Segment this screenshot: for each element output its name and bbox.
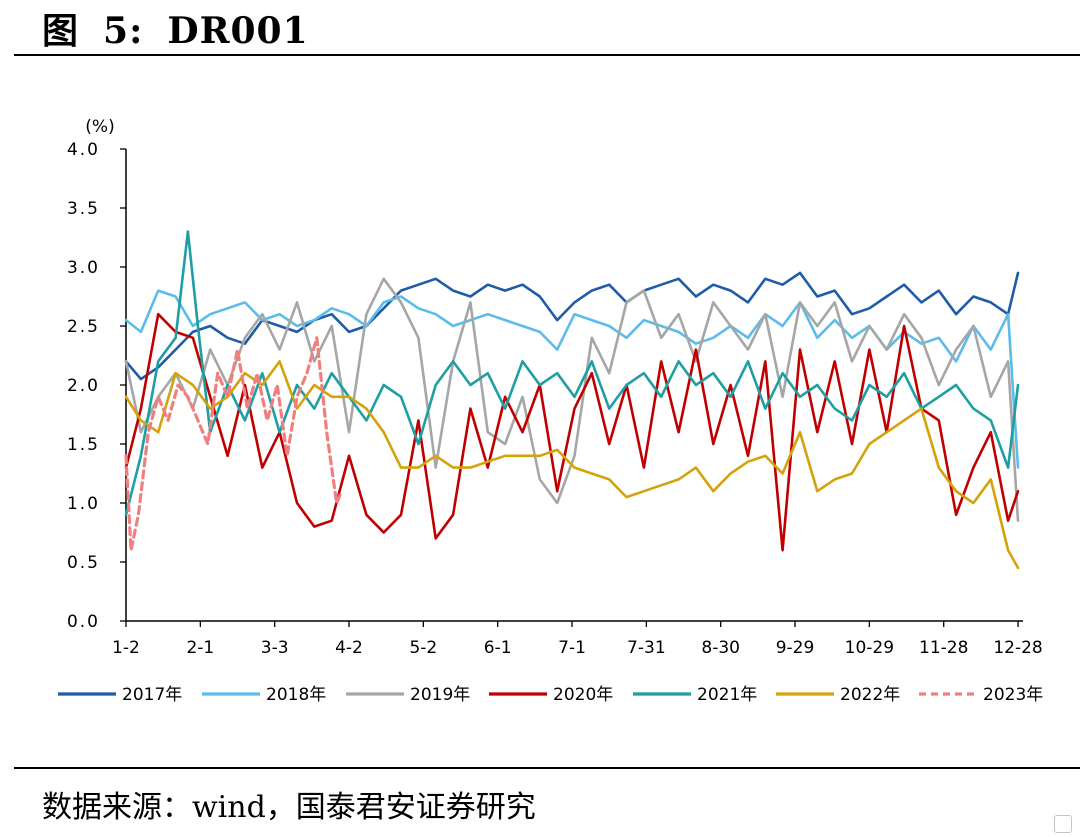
x-tick-label: 1-2	[112, 638, 140, 658]
y-axis-unit: (%)	[85, 117, 114, 137]
watermark	[1054, 815, 1072, 833]
data-source: 数据来源：wind，国泰君安证券研究	[42, 790, 536, 825]
figure-number: 5:	[103, 10, 144, 52]
x-tick-label: 4-2	[335, 638, 363, 658]
series-line-3	[124, 312, 1020, 552]
x-tick-label: 12-28	[993, 638, 1042, 658]
legend-label-2: 2019年	[410, 685, 470, 705]
figure-label: 图	[42, 10, 80, 52]
x-tick-label: 11-28	[919, 638, 968, 658]
y-tick-label: 3.5	[67, 199, 100, 219]
y-tick-label: 1.5	[67, 435, 100, 455]
y-tick-label: 0.5	[67, 553, 100, 573]
y-tick-label: 0.0	[67, 612, 100, 632]
legend-label-6: 2023年	[983, 685, 1043, 705]
x-tick-label: 3-3	[261, 638, 289, 658]
x-tick-label: 8-30	[701, 638, 740, 658]
figure-title: 图 5: DR001	[42, 2, 309, 54]
legend-label-1: 2018年	[266, 685, 326, 705]
line-chart: (%) 0.0 0.5 1.0 1.5 2.0 2.5 3.0 3.5 4.0 1-2 2-1 3-3 4…	[58, 117, 1043, 705]
chart-legend: 2017年 2018年 2019年 2020年 2021年 2022年 2023年	[58, 685, 1043, 705]
x-tick-label: 5-2	[409, 638, 437, 658]
x-tick-label: 9-29	[776, 638, 815, 658]
y-tick-label: 4.0	[67, 140, 100, 160]
legend-label-4: 2021年	[697, 685, 757, 705]
legend-label-0: 2017年	[122, 685, 182, 705]
x-tick-label: 10-29	[845, 638, 894, 658]
x-tick-label: 7-31	[627, 638, 666, 658]
x-tick-label: 6-1	[484, 638, 512, 658]
series-line-6	[124, 336, 344, 552]
legend-label-5: 2022年	[840, 685, 900, 705]
y-tick-label: 2.0	[67, 376, 100, 396]
series-line-0	[124, 271, 1020, 381]
bottom-rule	[14, 767, 1080, 769]
chart-axes: (%) 0.0 0.5 1.0 1.5 2.0 2.5 3.0 3.5 4.0 1-2 2-1 3-3 4…	[67, 117, 1043, 658]
y-tick-label: 1.0	[67, 494, 100, 514]
y-tick-label: 3.0	[67, 258, 100, 278]
series-line-5	[124, 360, 1020, 570]
series-layer	[124, 230, 1020, 570]
figure-title-text: DR001	[167, 10, 309, 52]
watermark-logo-icon	[1054, 815, 1072, 833]
series-line-2	[124, 277, 1020, 523]
legend-label-3: 2020年	[553, 685, 613, 705]
y-tick-label: 2.5	[67, 317, 100, 337]
top-rule	[14, 54, 1080, 56]
x-tick-label: 2-1	[186, 638, 214, 658]
series-line-4	[124, 230, 1020, 517]
x-tick-label: 7-1	[558, 638, 586, 658]
